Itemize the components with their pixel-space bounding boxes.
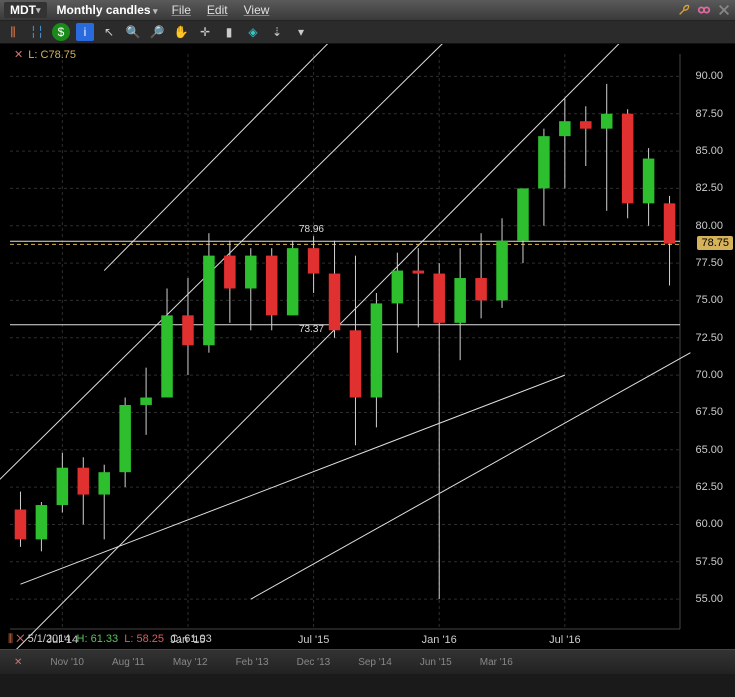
pan-icon[interactable]: ✋ xyxy=(172,23,190,41)
y-tick: 55.00 xyxy=(695,593,723,605)
status-date: 5/1/2014 xyxy=(28,633,71,645)
info-icon[interactable]: i xyxy=(76,23,94,41)
chart-annotation: 78.96 xyxy=(299,224,324,235)
chart-annotation: 73.37 xyxy=(299,324,324,335)
status-close: 61.03 xyxy=(184,633,212,645)
mini-timeline[interactable]: ✕Nov '10Aug '11May '12Feb '13Dec '13Sep … xyxy=(0,649,735,674)
x-tick: Jul '16 xyxy=(549,634,580,646)
x-tick: Jan '16 xyxy=(422,634,457,646)
toolbar: ⫼ ╎╎ $ i ↖ 🔍 🔎 ✋ ✛ ▮ ◈ ⇣ ▾ xyxy=(0,21,735,44)
status-low: 58.25 xyxy=(136,633,164,645)
crosshair-icon[interactable]: ✛ xyxy=(196,23,214,41)
y-tick: 67.50 xyxy=(695,406,723,418)
close-icon[interactable] xyxy=(717,3,731,17)
timeline-tick: Jun '15 xyxy=(420,657,452,668)
chart-type-dropdown[interactable]: Monthly candles xyxy=(57,3,158,17)
wrench-icon[interactable] xyxy=(677,3,691,17)
y-tick: 60.00 xyxy=(695,518,723,530)
indicator-icon[interactable]: ◈ xyxy=(244,23,262,41)
symbol-dropdown[interactable]: MDT xyxy=(4,2,47,18)
bars-icon[interactable]: ⫼ xyxy=(4,23,22,41)
price-marker: 78.75 xyxy=(697,236,733,250)
link-icon[interactable] xyxy=(697,3,711,17)
pointer-icon[interactable]: ↖ xyxy=(100,23,118,41)
status-high: 61.33 xyxy=(91,633,119,645)
timeline-tick: Feb '13 xyxy=(236,657,269,668)
y-tick: 90.00 xyxy=(695,70,723,82)
zoom-in-icon[interactable]: 🔍 xyxy=(124,23,142,41)
y-tick: 75.00 xyxy=(695,294,723,306)
menu-edit[interactable]: Edit xyxy=(207,3,228,17)
y-tick: 72.50 xyxy=(695,332,723,344)
timeline-tick: Aug '11 xyxy=(112,657,145,668)
y-tick: 65.00 xyxy=(695,444,723,456)
x-tick: Jul '15 xyxy=(298,634,329,646)
more-icon[interactable]: ▾ xyxy=(292,23,310,41)
menubar: MDT Monthly candles File Edit View xyxy=(0,0,735,21)
y-tick: 87.50 xyxy=(695,108,723,120)
timeline-tick: Sep '14 xyxy=(358,657,392,668)
candles-icon[interactable]: ╎╎ xyxy=(28,23,46,41)
vline-icon[interactable]: ⇣ xyxy=(268,23,286,41)
chart-window: MDT Monthly candles File Edit View ⫼ ╎╎ … xyxy=(0,0,735,697)
timeline-tick: Dec '13 xyxy=(297,657,331,668)
zoom-out-icon[interactable]: 🔎 xyxy=(148,23,166,41)
y-tick: 82.50 xyxy=(695,182,723,194)
timeline-tick: Mar '16 xyxy=(480,657,513,668)
chart-canvas xyxy=(0,44,735,649)
chart-area[interactable]: ✕ L: C78.75 55.0057.5060.0062.5065.0067.… xyxy=(0,44,735,674)
y-tick: 77.50 xyxy=(695,257,723,269)
y-tick: 70.00 xyxy=(695,369,723,381)
y-tick: 85.00 xyxy=(695,145,723,157)
y-tick: 80.00 xyxy=(695,220,723,232)
annotation-icon[interactable]: ▮ xyxy=(220,23,238,41)
menu-file[interactable]: File xyxy=(172,3,191,17)
status-line: ⫼ ✕ 5/1/2014 H: 61.33 L: 58.25 C: 61.03 xyxy=(8,633,212,646)
y-tick: 57.50 xyxy=(695,556,723,568)
timeline-tick: May '12 xyxy=(173,657,208,668)
y-tick: 62.50 xyxy=(695,481,723,493)
refresh-icon[interactable]: $ xyxy=(52,23,70,41)
menu-view[interactable]: View xyxy=(244,3,270,17)
timeline-tick: Nov '10 xyxy=(50,657,84,668)
